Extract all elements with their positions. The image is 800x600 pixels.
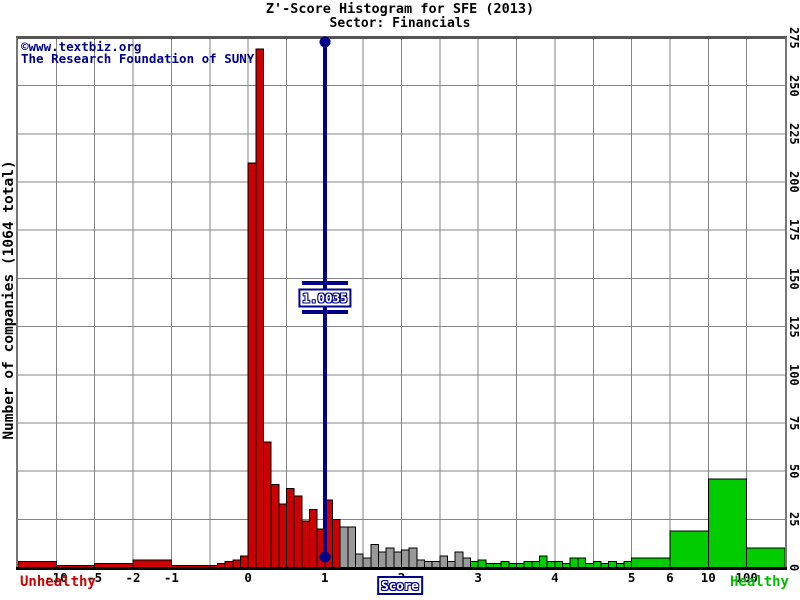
histogram-bar bbox=[554, 561, 564, 569]
histogram-bar bbox=[562, 563, 571, 568]
histogram-bar bbox=[247, 162, 257, 568]
x-tick-label: 1 bbox=[321, 570, 329, 585]
histogram-bar bbox=[493, 563, 502, 568]
histogram-bar bbox=[531, 561, 541, 569]
histogram-bar bbox=[615, 563, 625, 568]
histogram-bar bbox=[500, 561, 510, 569]
histogram-bar bbox=[416, 559, 426, 568]
y-tick-label: 0 bbox=[787, 563, 800, 572]
y-tick-label: 225 bbox=[787, 123, 800, 145]
marker-crossbar-lower bbox=[302, 310, 349, 314]
histogram-bar bbox=[270, 484, 280, 568]
histogram-bar bbox=[516, 563, 525, 568]
marker-dot-bottom bbox=[319, 551, 331, 563]
histogram-bar bbox=[370, 543, 379, 569]
histogram-bar bbox=[600, 563, 610, 568]
histogram-bar bbox=[262, 441, 272, 568]
histogram-bar bbox=[301, 520, 310, 569]
unhealthy-label: Unhealthy bbox=[20, 574, 96, 590]
histogram-bar bbox=[94, 563, 134, 568]
histogram-bar bbox=[331, 518, 341, 568]
y-tick-label: 100 bbox=[787, 363, 800, 386]
healthy-label: Healthy bbox=[729, 574, 789, 590]
histogram-bar bbox=[362, 557, 372, 569]
histogram-bar bbox=[132, 559, 172, 568]
y-axis-title: Number of companies (1064 total) bbox=[1, 160, 17, 440]
histogram-bar bbox=[377, 551, 387, 569]
histogram-bar bbox=[539, 555, 548, 568]
histogram-bar bbox=[669, 530, 709, 569]
y-tick-label: 125 bbox=[787, 315, 800, 338]
x-tick-label: 5 bbox=[627, 570, 636, 585]
histogram-bar bbox=[746, 547, 786, 569]
histogram-bar bbox=[347, 526, 356, 569]
histogram-bar bbox=[431, 561, 441, 569]
histogram-bar bbox=[232, 559, 241, 568]
histogram-bar bbox=[485, 563, 495, 568]
histogram-bar bbox=[293, 495, 303, 569]
histogram-bar bbox=[585, 563, 594, 568]
marker-dot-top bbox=[319, 36, 331, 48]
histogram-bar bbox=[439, 555, 449, 568]
histogram-bar bbox=[707, 478, 748, 569]
histogram-bar bbox=[354, 553, 364, 569]
histogram-bar bbox=[339, 526, 349, 569]
histogram-bar bbox=[569, 557, 579, 569]
histogram-bar bbox=[308, 509, 318, 569]
x-tick-label: -1 bbox=[163, 570, 179, 585]
x-tick-label: 100 bbox=[735, 570, 758, 585]
page-title: Z'-Score Histogram for SFE (2013) bbox=[265, 1, 535, 17]
histogram-bar bbox=[577, 557, 587, 569]
x-tick-label: 0 bbox=[244, 570, 252, 585]
x-tick-label: 10 bbox=[700, 570, 716, 585]
histogram-bar bbox=[17, 561, 57, 569]
histogram-bar bbox=[255, 48, 264, 568]
watermark-org: The Research Foundation of SUNY bbox=[21, 51, 255, 66]
histogram-bar bbox=[462, 557, 472, 569]
histogram-bar bbox=[523, 561, 533, 569]
histogram-bar bbox=[631, 557, 671, 569]
histogram-bar bbox=[239, 555, 249, 568]
x-tick-label: 3 bbox=[474, 570, 482, 585]
histogram-bar bbox=[508, 563, 518, 568]
y-tick-label: 150 bbox=[787, 267, 800, 290]
y-tick-label: 75 bbox=[787, 415, 800, 431]
marker-value-label: 1.0035 bbox=[298, 288, 352, 308]
x-tick-label: -5 bbox=[87, 570, 103, 585]
histogram-bar bbox=[608, 561, 617, 569]
y-tick-label: 275 bbox=[787, 26, 800, 49]
histogram-bar bbox=[623, 561, 633, 569]
histogram-bar bbox=[424, 561, 433, 569]
histogram-bar bbox=[447, 561, 456, 569]
histogram-bar bbox=[546, 561, 556, 569]
y-tick-label: 200 bbox=[787, 171, 800, 193]
histogram-bar bbox=[454, 551, 464, 569]
y-tick-label: 175 bbox=[787, 219, 800, 242]
histogram-bar bbox=[470, 561, 479, 569]
y-tick-label: 50 bbox=[787, 463, 800, 479]
x-tick-label: -2 bbox=[125, 570, 141, 585]
histogram-bar bbox=[477, 559, 487, 568]
x-axis-title: Score bbox=[377, 576, 423, 595]
histogram-bar bbox=[278, 503, 287, 568]
histogram-bar bbox=[401, 549, 410, 568]
x-tick-label: 4 bbox=[551, 570, 559, 585]
x-tick-label: -10 bbox=[45, 570, 68, 585]
histogram-bar bbox=[216, 563, 226, 568]
x-tick-label: 6 bbox=[666, 570, 674, 585]
y-tick-label: 250 bbox=[787, 74, 800, 97]
page-subtitle: Sector: Financials bbox=[329, 16, 471, 31]
watermark-url: ©www.textbiz.org bbox=[21, 39, 142, 54]
histogram-bar bbox=[592, 561, 602, 569]
marker-crossbar-upper bbox=[302, 281, 349, 285]
histogram-bar bbox=[393, 551, 402, 569]
histogram-bar bbox=[224, 561, 234, 569]
histogram-bar bbox=[408, 547, 418, 569]
histogram-bar bbox=[385, 547, 395, 569]
y-tick-label: 25 bbox=[787, 512, 800, 527]
histogram-bar bbox=[285, 487, 295, 568]
